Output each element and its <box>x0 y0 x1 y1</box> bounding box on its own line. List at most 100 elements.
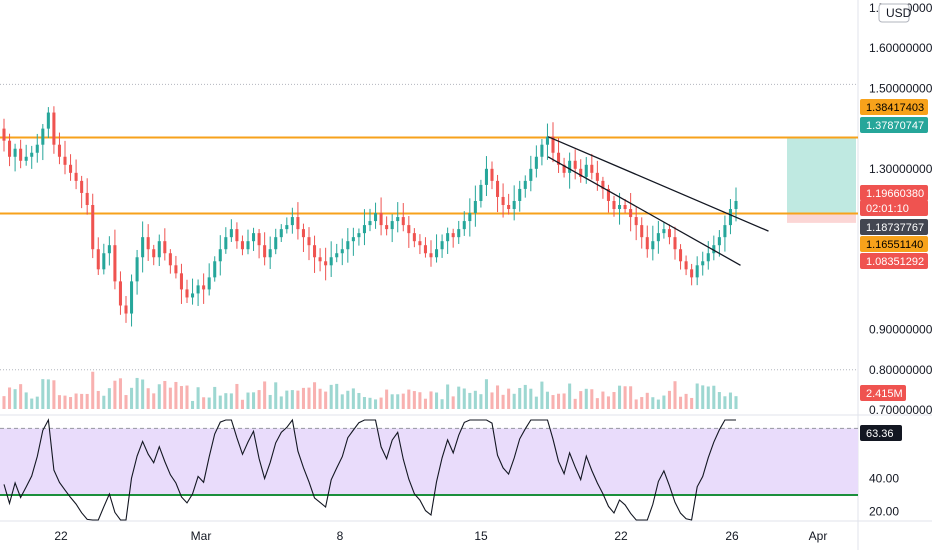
price-tag-6: 1.08351292 <box>866 256 924 268</box>
volume-bar-71 <box>396 394 400 409</box>
price-axis-label-5: 0.80000000 <box>869 363 932 377</box>
volume-bar-3 <box>19 384 23 409</box>
candle-body-73 <box>407 225 411 234</box>
volume-bar-61 <box>340 394 344 409</box>
volume-bar-44 <box>246 392 250 409</box>
candle-body-2 <box>13 148 17 157</box>
volume-bar-117 <box>651 397 655 409</box>
volume-bar-125 <box>695 383 699 409</box>
volume-bar-38 <box>213 386 217 409</box>
candle-body-108 <box>601 180 605 189</box>
candle-body-104 <box>579 168 583 177</box>
candle-body-94 <box>523 180 527 189</box>
candle-body-63 <box>351 237 355 242</box>
volume-bar-31 <box>174 381 178 409</box>
volume-bar-2 <box>13 389 17 409</box>
rsi-band <box>0 428 858 495</box>
volume-bar-114 <box>634 399 638 409</box>
time-axis-label-6: Apr <box>809 529 828 543</box>
candle-body-106 <box>590 164 594 173</box>
volume-bar-93 <box>518 387 522 409</box>
volume-bar-24 <box>135 377 139 409</box>
rsi-line <box>3 418 736 521</box>
volume-bar-46 <box>257 390 261 409</box>
volume-bar-94 <box>523 384 527 409</box>
volume-bar-21 <box>118 378 122 409</box>
candle-body-5 <box>30 152 34 157</box>
candle-body-47 <box>263 245 267 258</box>
candle-body-97 <box>540 144 544 157</box>
volume-tag: 2.415M <box>866 388 903 400</box>
volume-bar-40 <box>224 393 228 409</box>
candle-body-125 <box>695 265 699 278</box>
candle-body-91 <box>507 205 511 210</box>
candle-body-110 <box>612 200 616 210</box>
candle-body-75 <box>418 241 422 246</box>
volume-bar-10 <box>57 395 61 409</box>
volume-bar-116 <box>645 392 649 409</box>
volume-bar-63 <box>351 388 355 409</box>
volume-bar-39 <box>218 395 222 409</box>
volume-bar-85 <box>473 390 477 409</box>
candle-body-64 <box>357 233 361 238</box>
volume-bar-131 <box>728 392 732 409</box>
candle-body-12 <box>69 164 73 173</box>
candle-body-109 <box>606 188 610 201</box>
volume-bar-19 <box>107 388 111 409</box>
candle-body-53 <box>296 217 300 230</box>
volume-bar-60 <box>335 383 339 409</box>
volume-bar-49 <box>274 382 278 409</box>
candle-body-101 <box>562 164 566 173</box>
candle-body-54 <box>301 229 305 238</box>
price-axis-label-6: 0.70000000 <box>869 403 932 417</box>
candle-body-116 <box>645 237 649 250</box>
price-tag-bg-0 <box>860 99 928 115</box>
volume-bar-119 <box>662 395 666 409</box>
volume-bar-37 <box>207 397 211 409</box>
candle-body-100 <box>557 152 561 165</box>
candle-body-30 <box>168 253 172 266</box>
candle-body-84 <box>468 213 472 222</box>
candle-body-41 <box>229 229 233 238</box>
volume-bar-81 <box>451 396 455 409</box>
candle-body-31 <box>174 265 178 274</box>
price-tag-bg-4 <box>860 219 928 235</box>
candle-body-78 <box>435 249 439 258</box>
stop-zone <box>787 213 856 223</box>
volume-bar-99 <box>551 395 555 409</box>
price-axis-label-3: 1.30000000 <box>869 162 932 176</box>
volume-bar-132 <box>734 396 738 409</box>
volume-bar-13 <box>74 393 78 409</box>
candle-body-1 <box>8 140 12 157</box>
volume-bar-73 <box>407 389 411 409</box>
volume-bar-42 <box>235 383 239 409</box>
volume-bar-121 <box>673 381 677 409</box>
volume-bar-96 <box>534 396 538 409</box>
candle-body-95 <box>529 168 533 181</box>
time-axis: 22 Mar 8 15 22 26 Apr <box>54 529 827 543</box>
candle-body-16 <box>91 205 95 250</box>
candle-body-121 <box>673 237 677 250</box>
candle-body-96 <box>534 156 538 169</box>
volume-bar-43 <box>240 399 244 409</box>
volume-bar-127 <box>706 386 710 409</box>
candle-body-128 <box>712 245 716 254</box>
volume-bar-111 <box>618 385 622 409</box>
volume-bar-70 <box>390 394 394 409</box>
candle-body-39 <box>218 249 222 262</box>
rsi-pane <box>0 418 858 521</box>
volume-bar-106 <box>590 389 594 409</box>
price-axis: 1.700000001.600000001.500000001.30000000… <box>869 1 932 519</box>
volume-bar-76 <box>423 398 427 409</box>
candle-body-13 <box>74 172 78 181</box>
volume-bar-80 <box>446 384 450 409</box>
volume-bar-67 <box>374 399 378 409</box>
target-zone <box>787 137 856 214</box>
volume-bar-59 <box>329 384 333 409</box>
price-tag-4: 1.18737767 <box>866 222 924 234</box>
candle-body-103 <box>573 160 577 169</box>
volume-bar-52 <box>290 390 294 409</box>
volume-bar-78 <box>435 392 439 409</box>
volume-bar-65 <box>362 397 366 409</box>
